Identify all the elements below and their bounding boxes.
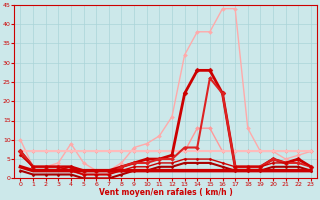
X-axis label: Vent moyen/en rafales ( km/h ): Vent moyen/en rafales ( km/h ) <box>99 188 233 197</box>
